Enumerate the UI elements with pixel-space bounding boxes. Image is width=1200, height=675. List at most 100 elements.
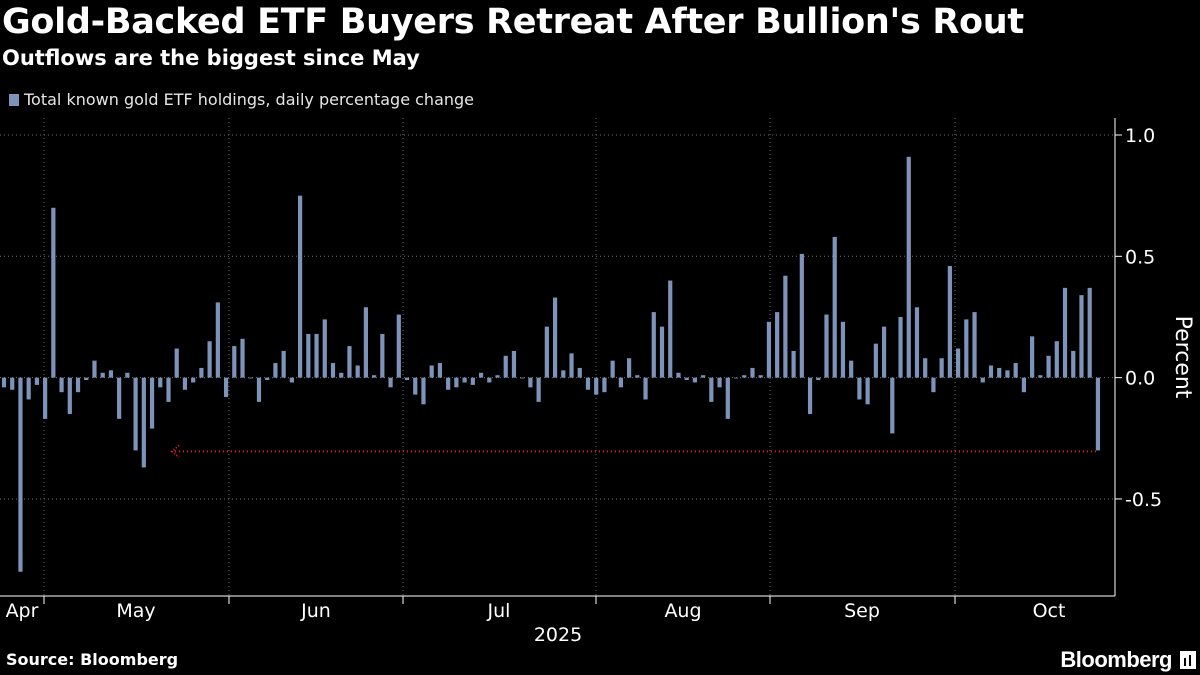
bar <box>511 350 517 378</box>
bar <box>742 375 747 378</box>
bar-chart-icon <box>1180 651 1196 669</box>
bar <box>454 377 459 388</box>
bar <box>1054 341 1059 378</box>
bar <box>552 297 558 378</box>
bar <box>306 333 311 378</box>
bar <box>487 377 492 383</box>
arrow-head <box>170 444 180 459</box>
bar <box>355 365 360 378</box>
bar <box>289 377 294 383</box>
source-note: Source: Bloomberg <box>6 650 179 669</box>
bar <box>26 377 31 400</box>
bar <box>914 307 920 378</box>
bar <box>964 319 969 378</box>
bar <box>594 377 599 395</box>
y-tick-label: 0.0 <box>1125 368 1155 390</box>
bar <box>495 375 500 378</box>
bar <box>947 266 952 378</box>
x-tick-label: Oct <box>1033 600 1066 622</box>
bar <box>750 367 755 378</box>
bar <box>733 377 739 379</box>
bar <box>758 375 763 378</box>
x-tick-label: Aug <box>664 600 701 622</box>
bar <box>223 377 229 398</box>
bar <box>931 377 936 393</box>
bar <box>18 377 23 572</box>
bar <box>684 377 689 381</box>
x-year-label: 2025 <box>534 624 582 646</box>
bar <box>281 350 286 378</box>
bar <box>84 377 89 381</box>
bar <box>462 377 467 383</box>
bar <box>783 275 788 378</box>
bar <box>470 377 475 385</box>
bar <box>824 314 829 378</box>
bar <box>1087 287 1092 378</box>
bar <box>898 316 903 378</box>
bar <box>1038 375 1043 378</box>
bar <box>956 348 961 378</box>
bar <box>1062 287 1068 378</box>
bar <box>618 377 623 388</box>
bar <box>832 236 837 378</box>
brand-name: Bloomberg <box>1060 647 1172 672</box>
bar <box>544 326 549 378</box>
x-tick-label: May <box>116 600 155 622</box>
bar <box>396 314 401 378</box>
bar <box>676 372 681 378</box>
bar <box>1021 377 1026 393</box>
bar <box>199 367 204 378</box>
bar <box>339 372 344 378</box>
x-tick-label: Apr <box>6 600 39 622</box>
bar <box>34 377 39 385</box>
vertical-gridlines <box>43 118 956 596</box>
bar <box>100 372 105 378</box>
bar <box>725 377 730 419</box>
bar <box>232 346 237 378</box>
horizontal-gridlines <box>0 134 1115 500</box>
bar <box>43 377 48 419</box>
bar <box>125 372 130 378</box>
bar <box>717 377 722 388</box>
bar <box>1030 336 1035 378</box>
bar <box>273 363 278 378</box>
bar <box>635 375 640 378</box>
bar <box>873 343 878 378</box>
bar <box>158 377 163 388</box>
bar <box>10 377 15 390</box>
y-axis-label: Percent <box>1170 316 1195 399</box>
bar <box>766 321 772 378</box>
bar <box>520 377 525 379</box>
bar <box>569 353 574 378</box>
bar <box>791 350 796 378</box>
bar <box>240 338 245 378</box>
bar <box>437 363 443 378</box>
bar <box>799 253 804 378</box>
bar <box>849 360 854 378</box>
chart-subtitle: Outflows are the biggest since May <box>2 46 420 70</box>
bar <box>133 377 138 451</box>
bar <box>528 377 533 388</box>
bar <box>1 377 7 388</box>
bar <box>149 377 155 429</box>
bar <box>561 370 566 378</box>
bar <box>692 377 697 383</box>
bar <box>906 156 911 378</box>
bar <box>627 358 632 378</box>
bar <box>265 377 270 381</box>
bar <box>67 377 72 415</box>
bar <box>108 370 114 378</box>
bar <box>701 375 706 378</box>
bar <box>775 312 780 378</box>
bar <box>380 333 385 378</box>
bar <box>1079 295 1084 378</box>
bar <box>577 367 582 378</box>
bar <box>182 377 188 390</box>
bar <box>388 377 393 388</box>
bar <box>988 365 994 378</box>
bars <box>1 156 1101 572</box>
bar <box>51 207 56 378</box>
legend-label: Total known gold ETF holdings, daily per… <box>24 90 475 109</box>
bar <box>816 377 821 381</box>
